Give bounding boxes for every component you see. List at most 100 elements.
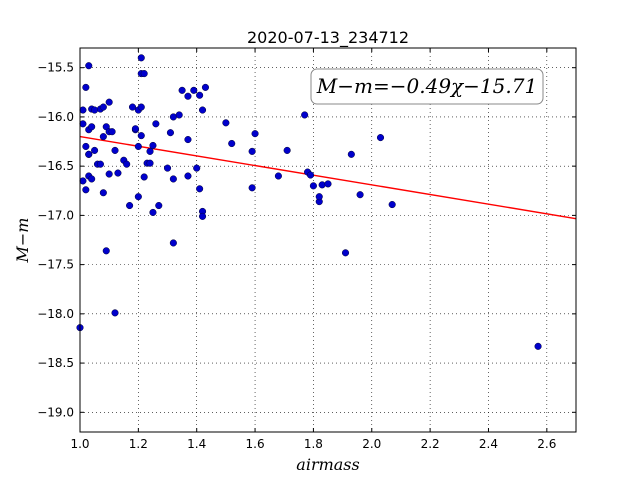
data-point [178, 86, 186, 94]
data-point [301, 111, 309, 119]
data-point [309, 182, 317, 190]
x-tick-label: 1.6 [246, 437, 265, 451]
x-tick-label: 1.8 [304, 437, 323, 451]
x-tick-label: 1.0 [70, 437, 89, 451]
data-point [315, 193, 323, 201]
data-point [128, 103, 137, 111]
data-point [201, 83, 210, 91]
data-point [111, 146, 119, 154]
y-tick-label: −19.0 [37, 405, 74, 419]
data-point [283, 146, 291, 154]
plot-area [76, 47, 577, 433]
data-points [76, 54, 542, 350]
data-point [82, 186, 90, 194]
data-point [140, 70, 148, 78]
data-point [324, 180, 332, 188]
data-point [228, 139, 236, 148]
data-point [248, 184, 256, 192]
x-tick-label: 2.2 [421, 437, 440, 451]
data-point [131, 125, 139, 133]
data-point [102, 247, 110, 255]
data-point [388, 201, 396, 209]
data-point [152, 120, 160, 128]
data-point [193, 164, 201, 172]
axes-frame [79, 47, 577, 433]
data-point [91, 106, 99, 114]
data-point [85, 150, 93, 158]
y-tick-label: −17.5 [37, 258, 74, 272]
data-point [91, 146, 99, 154]
y-axis-label: M−m [13, 218, 32, 264]
y-tick-label: −18.5 [37, 356, 74, 370]
data-point [163, 164, 172, 172]
data-point [79, 177, 87, 185]
x-tick-label: 1.2 [129, 437, 148, 451]
data-point [99, 133, 107, 141]
data-point [140, 173, 148, 181]
grid [80, 48, 576, 432]
tick-labels: 1.0 1.2 1.4 1.6 1.8 2.0 2.2 2.4 2.6 −15.5 −16.0 −16… [37, 61, 556, 451]
fit-equation-box: M−m=−0.49χ−15.71 [310, 68, 544, 105]
data-point [85, 62, 93, 70]
data-point [82, 83, 90, 91]
y-tick-label: −16.5 [37, 159, 74, 173]
data-point [274, 172, 282, 180]
data-point [347, 150, 355, 158]
x-tick-label: 2.6 [537, 437, 556, 451]
data-point [169, 175, 177, 183]
data-point [184, 136, 192, 144]
axis-ticks [79, 48, 576, 432]
data-point [79, 120, 87, 128]
data-point [175, 111, 183, 119]
data-point [137, 54, 145, 62]
data-point [146, 147, 154, 155]
x-axis-label: airmass [296, 455, 359, 474]
data-point [190, 86, 198, 94]
data-point [88, 175, 96, 183]
x-tick-label: 2.0 [362, 437, 381, 451]
data-point [99, 103, 107, 111]
y-tick-label: −17.0 [37, 208, 74, 222]
data-point [105, 170, 113, 178]
data-point [318, 181, 326, 189]
data-point [376, 134, 385, 142]
data-point [149, 208, 157, 216]
data-point [196, 185, 204, 193]
data-point [96, 160, 104, 168]
data-point [123, 160, 131, 168]
data-point [137, 103, 145, 111]
data-point [169, 239, 177, 247]
data-point [88, 123, 96, 131]
data-point [79, 106, 87, 114]
data-point [149, 141, 157, 150]
x-tick-label: 1.4 [187, 437, 206, 451]
data-point [306, 171, 315, 179]
data-point [108, 128, 116, 136]
data-point [99, 189, 107, 197]
fit-line [79, 135, 577, 220]
data-point [198, 106, 207, 114]
data-point [134, 193, 142, 201]
x-tick-label: 2.4 [479, 437, 498, 451]
fit-line-layer [79, 135, 577, 220]
data-point [222, 119, 230, 127]
fit-equation-text: M−m=−0.49χ−15.71 [316, 74, 537, 98]
data-point [137, 132, 145, 140]
data-point [111, 309, 119, 317]
data-point [126, 201, 134, 210]
data-point [105, 98, 113, 106]
data-point [134, 142, 142, 151]
data-point [196, 91, 204, 99]
y-tick-label: −16.0 [37, 110, 74, 124]
data-point [114, 169, 122, 177]
y-tick-label: −15.5 [37, 61, 74, 75]
data-point [341, 249, 350, 257]
data-point [155, 201, 163, 210]
data-point [251, 130, 259, 138]
data-point [184, 92, 192, 100]
data-point [356, 191, 364, 199]
data-point [82, 142, 90, 151]
axes-background [80, 48, 576, 432]
data-point [198, 212, 207, 220]
